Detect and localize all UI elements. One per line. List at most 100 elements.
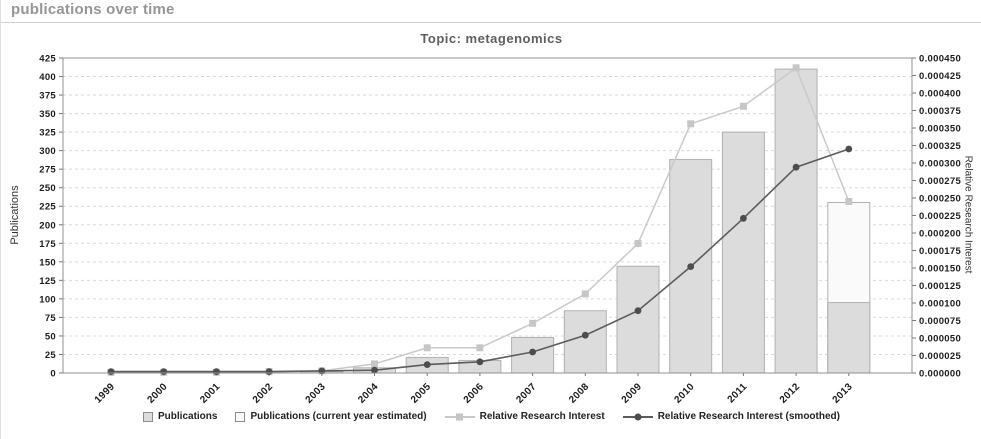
svg-text:2006: 2006 <box>462 381 486 405</box>
rri-smoothed-line-swatch-icon <box>622 413 653 420</box>
rri-point <box>687 120 695 128</box>
x-axis-ticks: 1999 2000 2001 2002 2003 2004 2005 2006 2007 2008… <box>93 373 855 406</box>
rri-point <box>792 64 800 72</box>
right-axis-ticks: 0.000000 0.000025 0.000050 0.000075 0.000100… <box>912 54 961 380</box>
chart-title: Topic: metagenomics <box>420 31 563 46</box>
bar <box>721 131 765 374</box>
left-axis-ticks: 0 25 50 75 100 125 150 175 200 225 250 275 300 325 350… <box>39 54 63 380</box>
svg-text:0.000225: 0.000225 <box>919 211 961 222</box>
svg-text:275: 275 <box>39 165 56 176</box>
svg-text:225: 225 <box>39 202 56 213</box>
svg-text:0: 0 <box>50 369 56 380</box>
legend-label: Relative Research Interest (smoothed) <box>657 411 840 422</box>
rri-point <box>371 360 378 368</box>
svg-text:2001: 2001 <box>198 381 222 405</box>
publications-swatch-icon <box>143 411 153 422</box>
bar <box>774 68 818 374</box>
bar <box>616 265 660 374</box>
legend-item-rri-smoothed: Relative Research Interest (smoothed) <box>622 411 840 422</box>
rri-smoothed-point <box>160 368 168 375</box>
legend-item-publications-estimated: Publications (current year estimated) <box>235 411 427 422</box>
svg-text:0.000325: 0.000325 <box>919 141 961 152</box>
svg-text:0.000400: 0.000400 <box>919 89 961 100</box>
svg-text:50: 50 <box>45 331 56 342</box>
svg-text:175: 175 <box>39 239 56 250</box>
rri-smoothed-point <box>213 368 220 375</box>
svg-text:2012: 2012 <box>778 381 802 405</box>
rri-point <box>476 344 484 352</box>
svg-text:2004: 2004 <box>356 381 380 405</box>
svg-text:375: 375 <box>39 91 56 102</box>
svg-text:0.000300: 0.000300 <box>919 159 961 170</box>
svg-text:1999: 1999 <box>93 381 117 405</box>
rri-smoothed-point <box>581 331 589 339</box>
svg-text:0.000025: 0.000025 <box>919 351 961 362</box>
svg-text:0.000175: 0.000175 <box>919 246 961 257</box>
svg-text:150: 150 <box>39 257 56 268</box>
rri-point <box>739 102 747 110</box>
svg-text:2011: 2011 <box>726 381 750 405</box>
rri-smoothed-point <box>529 348 536 356</box>
svg-text:425: 425 <box>39 54 56 65</box>
svg-text:0.000275: 0.000275 <box>919 176 961 187</box>
rri-smoothed-point <box>265 368 273 375</box>
rri-smoothed-point <box>371 366 378 374</box>
svg-text:2013: 2013 <box>831 381 855 405</box>
svg-text:0.000450: 0.000450 <box>919 54 961 65</box>
svg-text:2007: 2007 <box>514 381 538 405</box>
rri-smoothed-point <box>845 145 853 153</box>
svg-text:0.000375: 0.000375 <box>919 106 961 117</box>
svg-text:75: 75 <box>45 313 57 324</box>
svg-text:250: 250 <box>39 183 56 194</box>
svg-text:100: 100 <box>39 294 56 305</box>
rri-smoothed-line <box>107 145 853 375</box>
svg-text:0.000000: 0.000000 <box>919 369 961 380</box>
svg-text:0.000050: 0.000050 <box>919 334 961 345</box>
bar <box>827 302 871 374</box>
svg-text:0.000200: 0.000200 <box>919 229 961 240</box>
svg-text:0.000075: 0.000075 <box>919 316 961 327</box>
rri-point <box>634 240 642 247</box>
legend-label: Publications <box>158 411 218 422</box>
svg-text:300: 300 <box>39 146 56 157</box>
svg-text:125: 125 <box>39 276 56 287</box>
publications-bars <box>300 68 871 374</box>
svg-text:2002: 2002 <box>251 381 275 405</box>
page-title: publications over time <box>1 0 981 23</box>
svg-text:200: 200 <box>39 220 56 231</box>
legend-item-publications: Publications <box>143 411 217 422</box>
legend-item-rri: Relative Research Interest <box>444 411 605 422</box>
svg-text:2010: 2010 <box>672 381 696 405</box>
rri-line-swatch-icon <box>444 413 475 420</box>
svg-text:2005: 2005 <box>409 381 433 405</box>
rri-point <box>581 290 589 298</box>
rri-point <box>529 319 537 327</box>
bar <box>563 310 607 374</box>
rri-smoothed-point <box>687 263 695 270</box>
plot-frame <box>62 57 913 374</box>
chart-legend: Publications Publications (current year … <box>1 411 981 422</box>
legend-label: Relative Research Interest <box>479 411 605 422</box>
rri-smoothed-point <box>634 307 642 315</box>
svg-text:0.000425: 0.000425 <box>919 71 961 82</box>
svg-text:2000: 2000 <box>145 381 169 405</box>
svg-text:2003: 2003 <box>304 381 328 405</box>
rri-smoothed-point <box>476 358 484 366</box>
svg-text:400: 400 <box>39 72 56 83</box>
svg-text:2009: 2009 <box>620 381 644 405</box>
svg-text:0.000250: 0.000250 <box>919 194 961 205</box>
svg-text:350: 350 <box>39 109 56 120</box>
svg-text:0.000350: 0.000350 <box>919 124 961 135</box>
publications-estimated-swatch-icon <box>235 411 246 422</box>
rri-smoothed-point <box>423 361 431 368</box>
legend-label: Publications (current year estimated) <box>250 411 427 422</box>
rri-smoothed-point <box>792 163 800 171</box>
rri-smoothed-point <box>107 368 115 375</box>
svg-text:325: 325 <box>39 128 56 139</box>
rri-point <box>423 344 431 352</box>
svg-text:0.000100: 0.000100 <box>919 299 961 310</box>
svg-text:0.000150: 0.000150 <box>919 264 961 275</box>
svg-text:0.000125: 0.000125 <box>919 281 961 292</box>
rri-point <box>845 198 853 205</box>
